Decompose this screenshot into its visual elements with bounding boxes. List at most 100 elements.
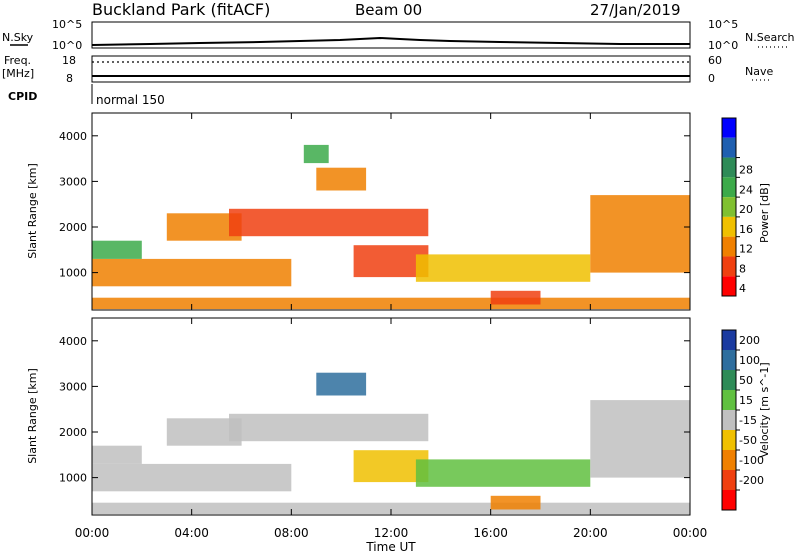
noise-tick-left-bottom: 10^0: [52, 39, 82, 52]
power-echo-cells: [92, 144, 690, 310]
y-tick-label: 4000: [59, 130, 87, 143]
power-colorbar: 4 8 12 16 20 24 28: [721, 117, 753, 297]
colorbar-tick-label: 15: [739, 394, 753, 407]
cpid-label: CPID: [8, 90, 37, 103]
colorbar-frame: [721, 117, 737, 297]
colorbar-swatch: [722, 177, 736, 198]
colorbar-tick-label: 50: [739, 374, 753, 387]
colorbar-swatch: [722, 236, 736, 257]
y-tick-label: 1000: [59, 472, 87, 485]
nave-label: Nave: [745, 65, 773, 78]
freq-label: Freq.: [4, 54, 31, 67]
nsearch-label: N.Search: [745, 31, 795, 44]
x-tick-label: 00:00: [673, 526, 708, 540]
x-axis-ticks: 00:00 04:00 08:00 12:00 16:00 20:00 00:00: [75, 113, 708, 540]
noise-tick-left-top: 10^5: [52, 18, 82, 31]
nave-tick-bottom: 0: [708, 72, 715, 85]
colorbar-swatch: [722, 450, 736, 470]
x-axis-label: Time UT: [365, 540, 416, 554]
y-tick-label: 3000: [59, 175, 87, 188]
echo-region-9: [590, 400, 690, 478]
echo-region-1: [92, 463, 292, 492]
colorbar-swatch: [722, 197, 736, 217]
colorbar-swatch: [722, 390, 736, 410]
echo-region-2: [92, 240, 142, 259]
echo-region-5: [316, 372, 367, 396]
beam-label: Beam 00: [355, 1, 422, 19]
echo-region-2: [92, 445, 142, 464]
colorbar-tick-label: 8: [739, 262, 746, 275]
echo-region-4: [229, 413, 429, 442]
colorbar-swatch: [722, 118, 736, 138]
colorbar-swatch: [722, 276, 736, 296]
power-colorbar-label: Power [dB]: [758, 183, 771, 243]
colorbar-tick-label: -200: [739, 474, 764, 487]
colorbar-swatch: [722, 350, 736, 370]
colorbar-swatch: [722, 330, 736, 350]
velocity-panel: Slant Range [km] 1000 2000 3000 4000: [26, 317, 691, 516]
date-label: 27/Jan/2019: [590, 1, 681, 19]
x-tick-label: 00:00: [75, 526, 110, 540]
velocity-y-ticks: 1000 2000 3000 4000: [59, 335, 690, 485]
x-tick-label: 04:00: [174, 526, 209, 540]
colorbar-tick-label: -15: [739, 414, 757, 427]
freq-tick-top: 18: [62, 54, 76, 67]
cpid-value: normal 150: [96, 93, 165, 107]
echo-region-6: [316, 167, 367, 191]
echo-region-0: [92, 297, 690, 310]
y-tick-label: 4000: [59, 335, 87, 348]
velocity-ylabel: Slant Range [km]: [26, 368, 39, 464]
echo-region-0: [92, 502, 690, 515]
colorbar-tick-label: -50: [739, 434, 757, 447]
colorbar-tick-label: 16: [739, 223, 753, 236]
echo-region-9: [490, 290, 541, 305]
nsky-label: N.Sky: [2, 31, 34, 44]
colorbar-swatch: [722, 137, 736, 158]
colorbar-swatch: [722, 410, 736, 430]
velocity-colorbar-label: Velocity [m s^-1]: [758, 362, 771, 457]
colorbar-tick-label: 24: [739, 183, 753, 196]
noise-sky-line: [91, 36, 690, 46]
x-tick-label: 08:00: [274, 526, 309, 540]
y-tick-label: 2000: [59, 426, 87, 439]
colorbar-frame: [721, 329, 737, 511]
velocity-colorbar: 200 100 50 15 -15 -50 -100 -200: [721, 329, 764, 511]
echo-region-10: [590, 195, 690, 273]
colorbar-swatch: [722, 430, 736, 450]
colorbar-swatch: [722, 470, 736, 490]
velocity-echo-cells: [92, 372, 690, 515]
colorbar-swatch: [722, 370, 736, 390]
y-tick-label: 1000: [59, 267, 87, 280]
echo-region-4: [229, 208, 429, 237]
colorbar-tick-label: 200: [739, 334, 760, 347]
colorbar-swatch: [722, 216, 736, 237]
x-tick-label: 20:00: [573, 526, 608, 540]
echo-region-8: [490, 495, 541, 510]
noise-tick-right-top: 10^5: [708, 18, 738, 31]
x-tick-label: 12:00: [374, 526, 409, 540]
station-title: Buckland Park (fitACF): [92, 0, 270, 19]
noise-tick-right-bottom: 10^0: [708, 39, 738, 52]
x-tick-label: 16:00: [473, 526, 508, 540]
power-panel: Slant Range [km] 1000 2000 3000 4000: [26, 112, 691, 311]
y-tick-label: 2000: [59, 221, 87, 234]
colorbar-tick-label: -100: [739, 454, 764, 467]
echo-region-1: [92, 258, 292, 287]
colorbar-swatch: [722, 157, 736, 178]
colorbar-swatch: [722, 490, 736, 510]
y-tick-label: 3000: [59, 380, 87, 393]
freq-tick-bottom: 8: [66, 72, 73, 85]
colorbar-tick-label: 100: [739, 354, 760, 367]
colorbar-tick-label: 28: [739, 164, 753, 177]
colorbar-tick-label: 4: [739, 282, 746, 295]
freq-panel: Freq. [MHz] 18 8 60 0 Nave: [2, 54, 773, 85]
colorbar-tick-label: 12: [739, 243, 753, 256]
colorbar-tick-label: 20: [739, 203, 753, 216]
echo-region-8: [415, 254, 591, 282]
echo-region-7: [415, 459, 591, 487]
colorbar-swatch: [722, 256, 736, 277]
noise-panel: N.Sky 10^5 10^0 10^5 10^0 N.Search: [2, 18, 795, 52]
nave-tick-top: 60: [708, 54, 722, 67]
echo-region-5: [303, 144, 329, 164]
